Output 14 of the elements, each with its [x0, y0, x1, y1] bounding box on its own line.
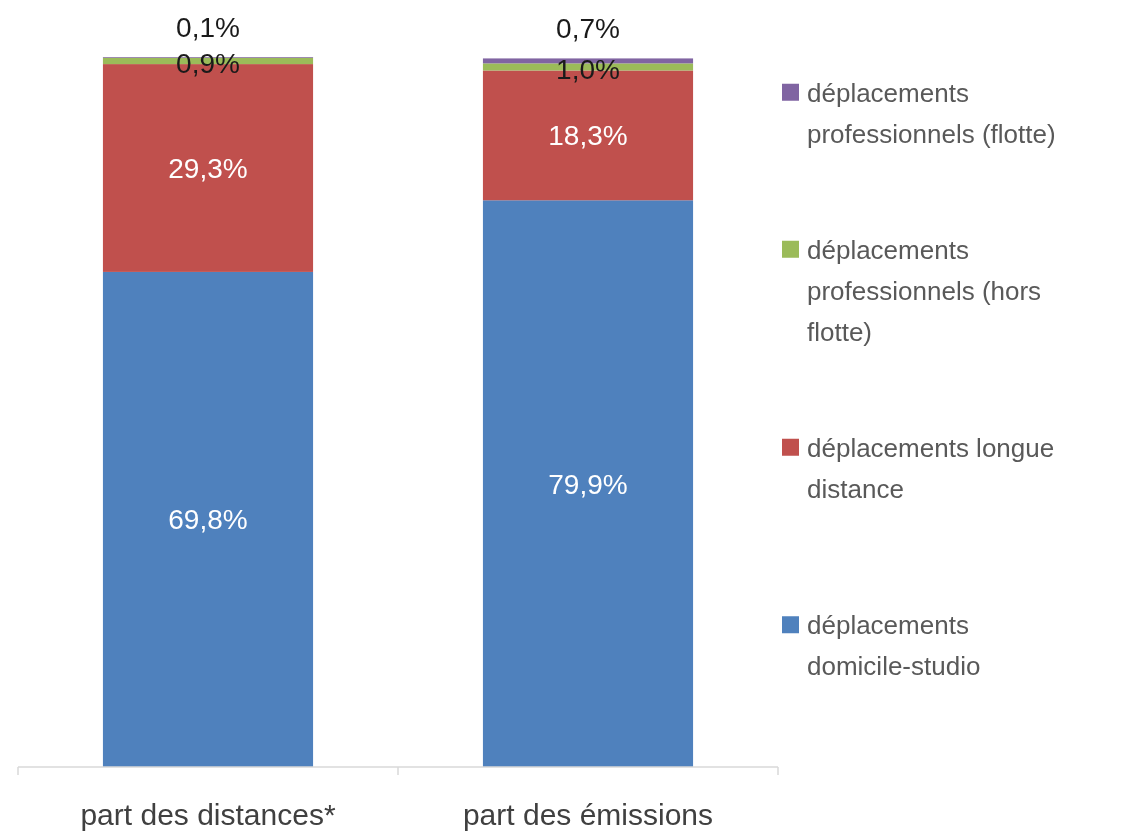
data-label: 29,3%: [168, 153, 248, 184]
x-tick-label: part des distances*: [80, 798, 336, 831]
bar: [102, 271, 314, 767]
data-label: 18,3%: [548, 120, 628, 152]
x-tick-label: part des émissions: [462, 798, 714, 831]
data-label: 0,1%: [176, 12, 240, 43]
legend-label: déplacements professionnels (hors flotte): [807, 234, 1042, 347]
bar: [482, 200, 694, 767]
data-label: 69,8%: [168, 504, 248, 536]
legend-label: déplacements professionnels (flotte): [807, 77, 1056, 149]
data-label: 79,9%: [548, 468, 628, 500]
legend-label: déplacements domicile-studio: [807, 610, 981, 682]
legend-label: déplacements longue distance: [807, 432, 1055, 504]
data-label: 0,7%: [556, 13, 620, 45]
